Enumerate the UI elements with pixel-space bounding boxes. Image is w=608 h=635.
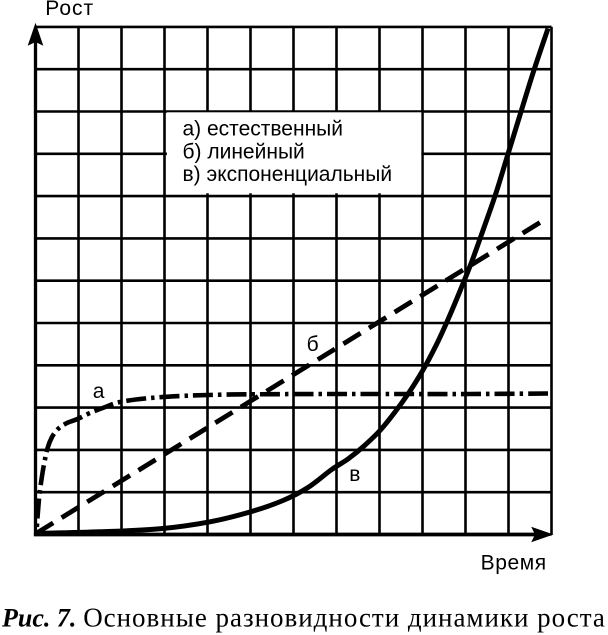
svg-text:в: в (349, 463, 360, 486)
svg-text:б) линейный: б) линейный (183, 140, 305, 163)
svg-text:Рост: Рост (45, 0, 94, 20)
svg-text:а: а (93, 380, 105, 403)
svg-text:б: б (307, 333, 319, 356)
svg-text:в) экспоненциальный: в) экспоненциальный (183, 163, 393, 186)
svg-text:Основные разновидности динамик: Основные разновидности динамики роста (83, 603, 606, 633)
svg-text:а) естественный: а) естественный (183, 118, 343, 141)
svg-text:Рис. 7.: Рис. 7. (1, 604, 76, 633)
svg-text:Время: Время (481, 552, 547, 575)
